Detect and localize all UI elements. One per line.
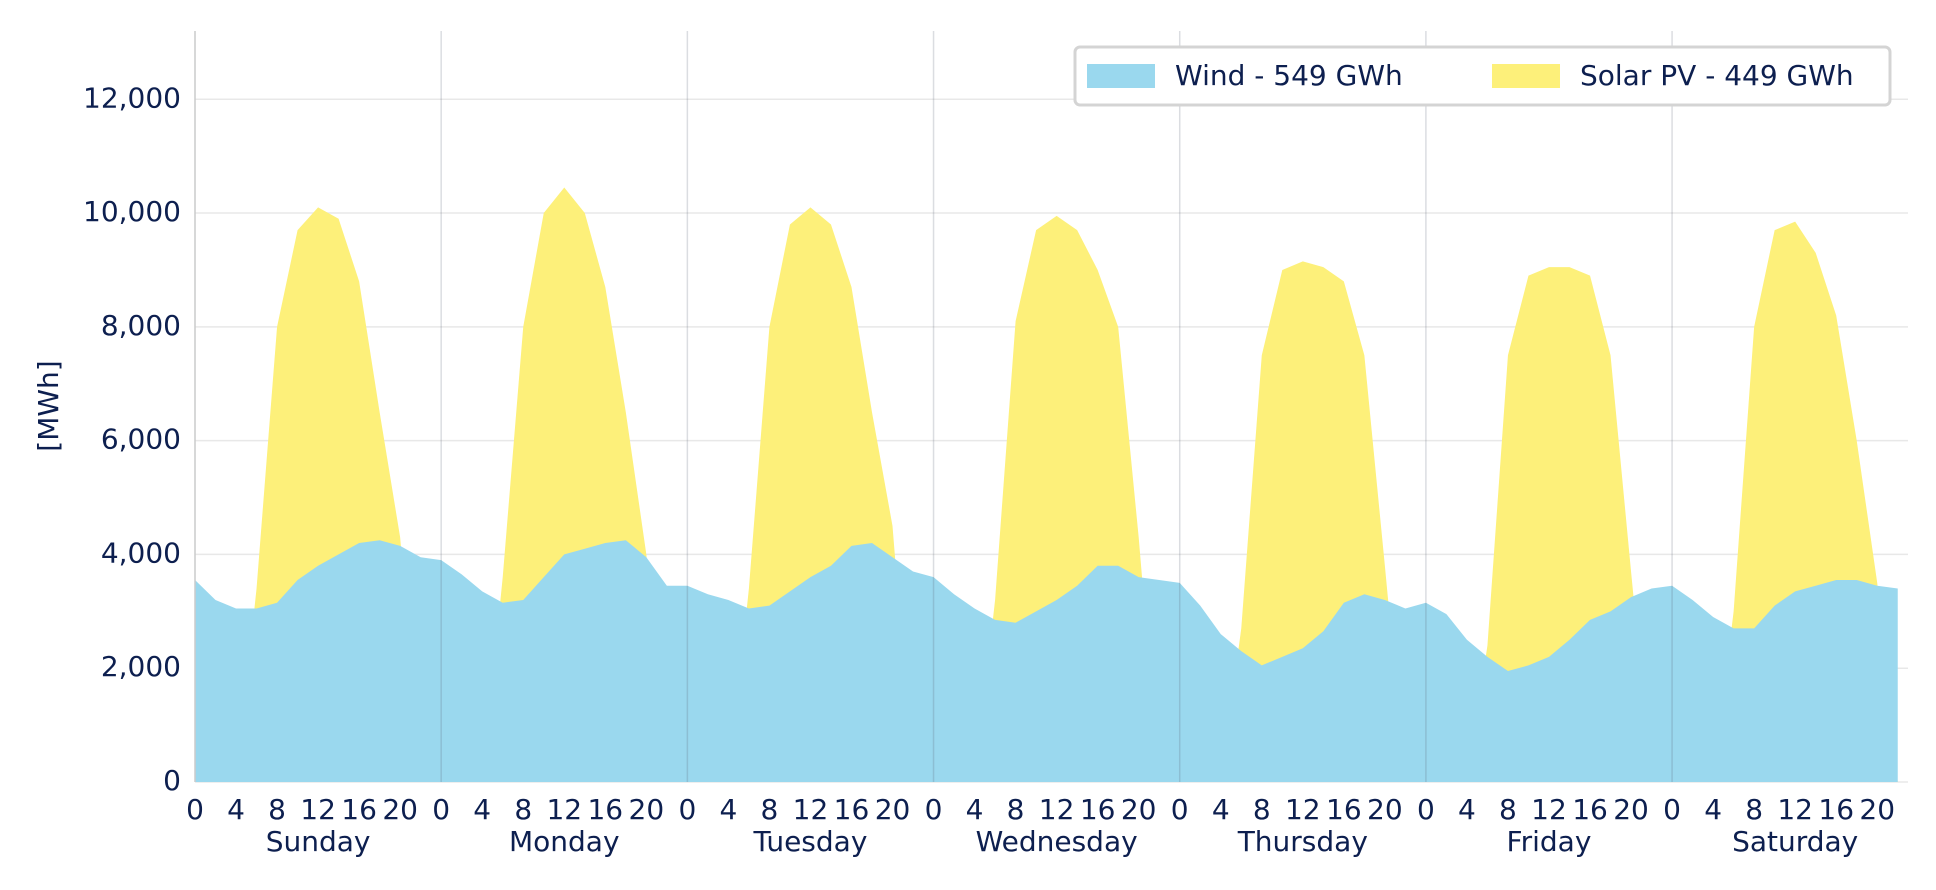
day-label: Thursday	[1237, 825, 1368, 858]
x-tick-label: 0	[1663, 793, 1681, 826]
legend-swatch	[1087, 64, 1155, 88]
x-tick-label: 12	[546, 793, 582, 826]
legend-frame	[1073, 45, 1892, 107]
x-tick-label: 0	[432, 793, 450, 826]
x-tick-label: 8	[514, 793, 532, 826]
x-tick-label: 8	[1253, 793, 1271, 826]
x-tick-label: 16	[341, 793, 377, 826]
y-axis-label: [MWh]	[32, 360, 65, 451]
x-tick-label: 16	[1326, 793, 1362, 826]
day-label: Sunday	[266, 825, 371, 858]
x-tick-label: 4	[227, 793, 245, 826]
x-tick-label: 4	[966, 793, 984, 826]
x-tick-label: 16	[834, 793, 870, 826]
x-tick-label: 8	[761, 793, 779, 826]
y-tick-label: 0	[163, 764, 181, 797]
y-tick-label: 6,000	[101, 423, 181, 456]
y-tick-label: 4,000	[101, 536, 181, 569]
x-tick-label: 12	[1531, 793, 1567, 826]
x-tick-label: 20	[1367, 793, 1403, 826]
x-tick-label: 0	[1417, 793, 1435, 826]
x-tick-label: 8	[1499, 793, 1517, 826]
x-tick-label: 8	[268, 793, 286, 826]
x-tick-label: 8	[1745, 793, 1763, 826]
x-tick-label: 12	[793, 793, 829, 826]
y-tick-label: 10,000	[83, 195, 181, 228]
x-tick-label: 4	[1704, 793, 1722, 826]
x-tick-label: 4	[473, 793, 491, 826]
x-tick-label: 16	[1572, 793, 1608, 826]
x-tick-label: 20	[875, 793, 911, 826]
x-tick-label: 0	[925, 793, 943, 826]
x-tick-label: 4	[1212, 793, 1230, 826]
x-tick-label: 16	[587, 793, 623, 826]
day-label: Wednesday	[976, 825, 1138, 858]
x-tick-label: 12	[1039, 793, 1075, 826]
area	[195, 540, 1898, 782]
legend-label: Solar PV - 449 GWh	[1580, 59, 1854, 92]
x-tick-label: 12	[1777, 793, 1813, 826]
legend-swatch	[1492, 64, 1560, 88]
y-tick-label: 2,000	[101, 650, 181, 683]
x-tick-label: 4	[1458, 793, 1476, 826]
legend-label: Wind - 549 GWh	[1175, 59, 1403, 92]
x-tick-label: 4	[719, 793, 737, 826]
x-tick-label: 20	[382, 793, 418, 826]
x-tick-label: 0	[678, 793, 696, 826]
x-tick-label: 20	[629, 793, 665, 826]
x-tick-label: 12	[1285, 793, 1321, 826]
day-label: Monday	[509, 825, 620, 858]
day-label: Tuesday	[752, 825, 867, 858]
day-label: Saturday	[1732, 825, 1858, 858]
x-tick-label: 16	[1080, 793, 1116, 826]
x-tick-label: 20	[1859, 793, 1895, 826]
x-tick-label: 16	[1818, 793, 1854, 826]
x-tick-label: 20	[1121, 793, 1157, 826]
y-tick-label: 8,000	[101, 309, 181, 342]
x-tick-label: 8	[1007, 793, 1025, 826]
y-tick-label: 12,000	[83, 81, 181, 114]
x-tick-label: 0	[1171, 793, 1189, 826]
x-tick-label: 0	[186, 793, 204, 826]
plot-area	[195, 187, 1898, 783]
x-tick-label: 12	[300, 793, 336, 826]
day-label: Friday	[1507, 825, 1592, 858]
x-tick-label: 20	[1613, 793, 1649, 826]
